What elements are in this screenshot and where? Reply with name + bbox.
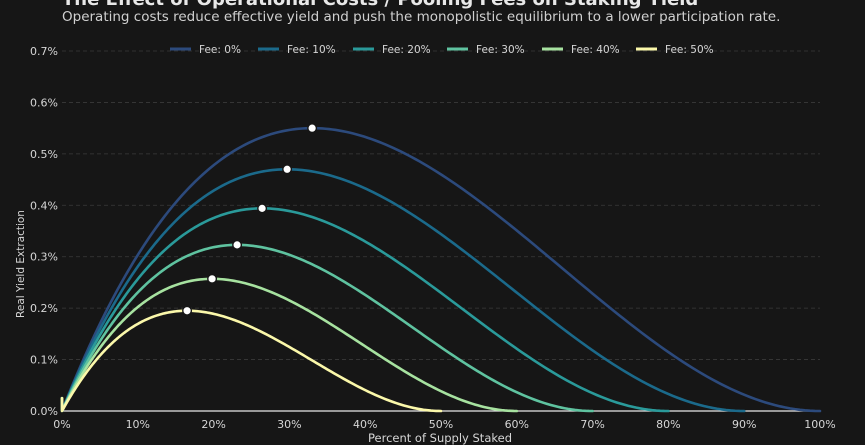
peak-marker <box>257 203 268 214</box>
x-tick-label: 80% <box>656 418 680 431</box>
series-line-fee-2 <box>60 207 670 413</box>
legend-label: Fee: 50% <box>665 44 714 56</box>
x-tick-label: 60% <box>505 418 529 431</box>
y-tick-label: 0.6% <box>30 96 58 109</box>
y-tick-label: 0.2% <box>30 302 58 315</box>
y-tick-label: 0.0% <box>30 405 58 418</box>
chart-title: The Effect of Operational Costs / Poolin… <box>62 0 698 10</box>
peak-marker <box>282 164 293 175</box>
y-axis-label: Real Yield Extraction <box>15 210 27 318</box>
legend-label: Fee: 20% <box>382 44 431 56</box>
x-tick-label: 0% <box>53 418 70 431</box>
y-tick-label: 0.7% <box>30 45 58 58</box>
peak-marker <box>182 305 193 316</box>
x-tick-label: 40% <box>353 418 377 431</box>
peak-marker <box>232 239 243 250</box>
x-tick-label: 50% <box>429 418 453 431</box>
x-tick-label: 20% <box>201 418 225 431</box>
x-tick-label: 30% <box>277 418 301 431</box>
y-tick-label: 0.1% <box>30 354 58 367</box>
x-tick-label: 10% <box>126 418 150 431</box>
chart-subtitle: Operating costs reduce effective yield a… <box>62 9 781 25</box>
peak-marker <box>207 273 218 284</box>
x-tick-label: 100% <box>804 418 835 431</box>
x-tick-label: 70% <box>580 418 604 431</box>
legend-label: Fee: 0% <box>199 44 241 56</box>
y-tick-label: 0.3% <box>30 251 58 264</box>
legend-label: Fee: 10% <box>287 44 336 56</box>
y-tick-label: 0.4% <box>30 199 58 212</box>
y-tick-label: 0.5% <box>30 148 58 161</box>
series-line-fee-3 <box>60 243 594 413</box>
legend-label: Fee: 30% <box>476 44 525 56</box>
peak-marker <box>307 123 318 134</box>
x-tick-label: 90% <box>732 418 756 431</box>
series-line-fee-0 <box>60 126 822 413</box>
legend-label: Fee: 40% <box>571 44 620 56</box>
x-axis-label: Percent of Supply Staked <box>368 431 512 445</box>
